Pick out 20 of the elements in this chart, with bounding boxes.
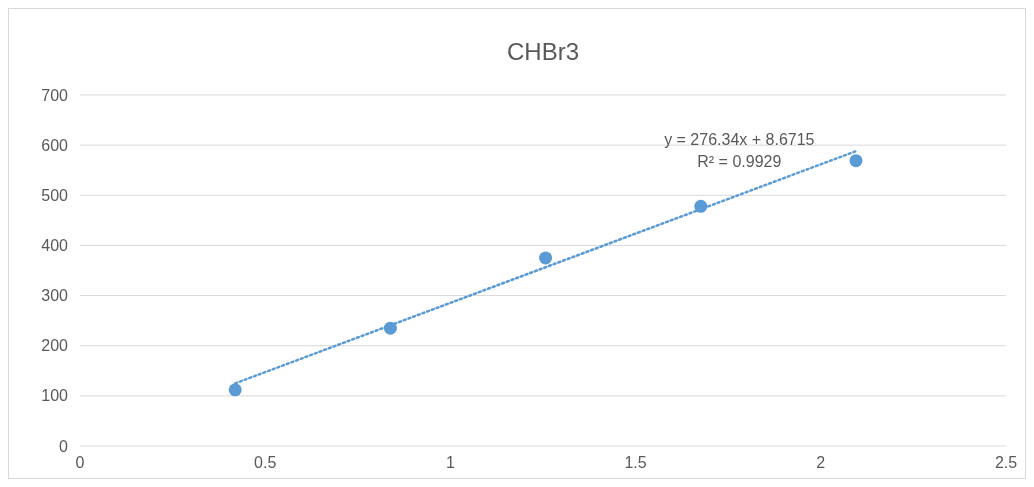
annotation: R² = 0.9929 [697,153,782,170]
point [539,251,553,265]
y-tick-label: 200 [41,337,69,355]
point [228,383,242,397]
y-tick-label: 700 [41,86,69,104]
x-tick-label: 2 [816,454,826,471]
chart-title: CHBr3 [506,38,580,65]
x-tick-label: 2.5 [994,454,1018,471]
x-tick-label: 1 [445,454,455,471]
y-tick-label: 300 [41,287,69,305]
point [849,154,863,168]
x-tick-label: 0.5 [254,454,277,471]
x-tick-label: 1.5 [624,454,647,471]
annotation: y = 276.34x + 8.6715 [664,131,815,148]
x-tick-label: 0 [75,454,85,471]
y-tick-label: 500 [41,186,69,204]
y-tick-label: 400 [41,237,69,255]
y-tick-label: 100 [41,387,69,405]
y-tick-label: 600 [41,136,69,154]
y-tick-label: 0 [59,437,69,455]
